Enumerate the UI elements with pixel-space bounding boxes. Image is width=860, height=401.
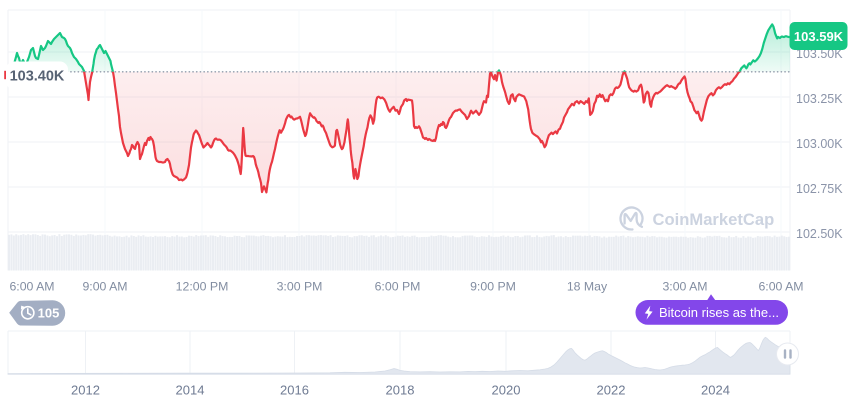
- svg-text:103.59K: 103.59K: [794, 29, 844, 44]
- svg-text:3:00 AM: 3:00 AM: [662, 280, 707, 294]
- svg-text:Bitcoin rises as the...: Bitcoin rises as the...: [659, 305, 779, 320]
- svg-text:102.75K: 102.75K: [796, 182, 843, 196]
- svg-text:103.50K: 103.50K: [796, 47, 843, 61]
- svg-text:9:00 AM: 9:00 AM: [82, 280, 127, 294]
- svg-text:103.00K: 103.00K: [796, 137, 843, 151]
- svg-text:103.40K: 103.40K: [10, 69, 65, 85]
- svg-text:2024: 2024: [701, 383, 730, 398]
- svg-text:6:00 AM: 6:00 AM: [758, 280, 803, 294]
- svg-text:6:00 AM: 6:00 AM: [9, 280, 54, 294]
- svg-text:12:00 PM: 12:00 PM: [176, 280, 229, 294]
- svg-text:103.25K: 103.25K: [796, 92, 843, 106]
- svg-text:9:00 PM: 9:00 PM: [470, 280, 516, 294]
- svg-text:105: 105: [38, 305, 60, 320]
- svg-text:2020: 2020: [492, 383, 521, 398]
- svg-text:2014: 2014: [176, 383, 205, 398]
- svg-text:102.50K: 102.50K: [796, 227, 843, 241]
- svg-text:18 May: 18 May: [567, 280, 608, 294]
- svg-text:2016: 2016: [280, 383, 309, 398]
- svg-text:2022: 2022: [597, 383, 626, 398]
- svg-text:6:00 PM: 6:00 PM: [375, 280, 421, 294]
- svg-text:2018: 2018: [386, 383, 415, 398]
- svg-text:3:00 PM: 3:00 PM: [277, 280, 323, 294]
- svg-text:CoinMarketCap: CoinMarketCap: [653, 210, 775, 229]
- svg-text:2012: 2012: [71, 383, 100, 398]
